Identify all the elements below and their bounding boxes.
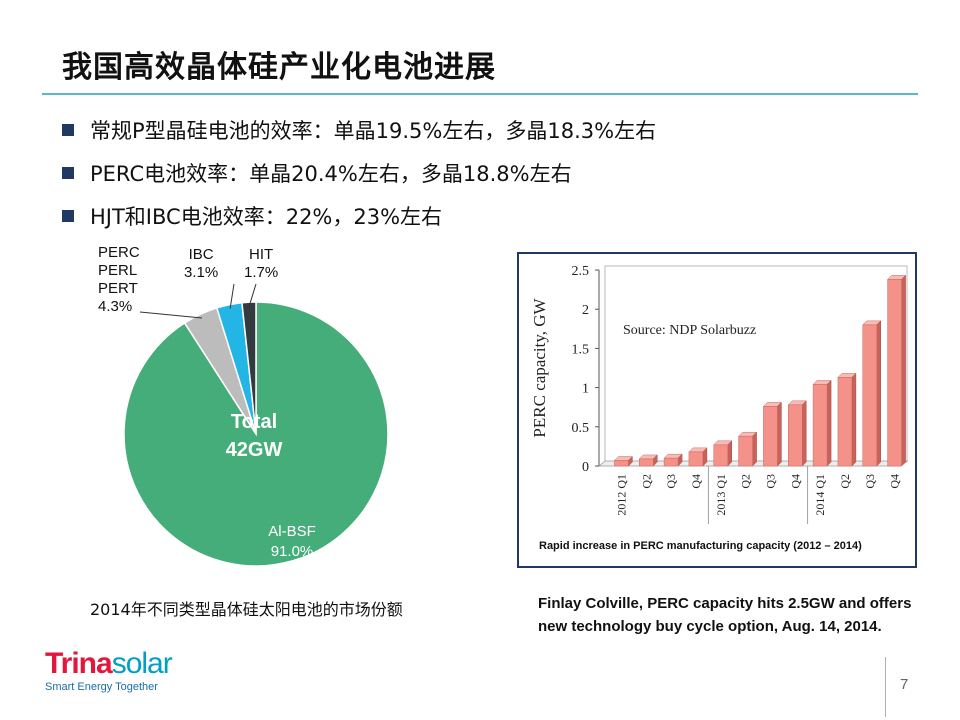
reference-line-2: new technology buy cycle option, Aug. 14…: [538, 618, 882, 635]
y-axis-label: PERC capacity, GW: [530, 297, 549, 437]
y-tick-label: 1: [582, 382, 589, 397]
square-bullet-icon: [62, 209, 74, 222]
chart-source-annotation: Source: NDP Solarbuzz: [623, 323, 756, 338]
pie-slice-hit: [241, 301, 257, 435]
pie-leader-line: [248, 283, 257, 307]
pie-label-line: 3.1%: [184, 264, 219, 281]
pie-label-ibc: IBC 3.1%: [184, 246, 218, 282]
y-tick-label: 2.5: [572, 264, 590, 279]
pie-slice-al-bsf: [123, 301, 389, 567]
pie-label-line: 1.7%: [244, 264, 279, 281]
trinasolar-logo: Trinasolar Smart Energy Together: [45, 647, 173, 694]
x-tick-label: 2013 Q1: [714, 474, 728, 516]
pie-label-line: IBC: [188, 246, 214, 263]
bar-chart-caption: Rapid increase in PERC manufacturing cap…: [539, 540, 862, 552]
perc-capacity-chart-frame: 0 0.5 1 1.5 2 2.5 PERC capacity, GW Source: NDP…: [517, 252, 917, 568]
y-tick-label: 1.5: [572, 342, 590, 357]
pie-label-line: PERC: [98, 244, 140, 261]
pie-label-line: HIT: [249, 246, 274, 263]
pie-leader-line: [229, 283, 235, 309]
bar: [713, 440, 733, 467]
pie-chart-svg: Total 42GW Al-BSF 91.0%: [123, 283, 389, 567]
reference-line-1: Finlay Colville, PERC capacity hits 2.5G…: [538, 595, 912, 612]
pie-label-line: PERT: [98, 280, 138, 297]
page-number-divider: [885, 657, 886, 717]
market-share-pie-chart: Total 42GW Al-BSF 91.0% PERC PERL PERT 4.3% IB…: [88, 236, 418, 586]
bullet-item: 常规P型晶硅电池的效率：单晶19.5%左右，多晶18.3%左右: [62, 108, 922, 151]
x-tick-label: Q3: [763, 474, 777, 489]
square-bullet-icon: [62, 123, 74, 136]
x-tick-label: Q3: [863, 474, 877, 489]
bullet-item: PERC电池效率：单晶20.4%左右，多晶18.8%左右: [62, 151, 922, 194]
bar-chart-svg: 0 0.5 1 1.5 2 2.5 PERC capacity, GW Source: NDP…: [530, 264, 909, 524]
pie-center-label-value: 42GW: [226, 439, 283, 461]
logo-brand-part1: Trina: [45, 647, 113, 680]
bar: [737, 431, 758, 467]
square-bullet-icon: [62, 166, 74, 179]
x-tick-label: Q4: [888, 474, 902, 489]
bar: [862, 320, 882, 467]
x-tick-label: Q2: [639, 474, 653, 489]
x-tick-label: Q3: [664, 474, 678, 489]
bar: [638, 454, 658, 467]
y-tick-label: 2: [582, 303, 589, 318]
pie-label-hit: HIT 1.7%: [244, 246, 278, 282]
x-tick-label: 2012 Q1: [614, 474, 628, 516]
title-divider: [42, 93, 918, 95]
x-tick-label: 2014 Q1: [813, 474, 827, 516]
x-tick-label: Q4: [689, 474, 703, 489]
bar: [688, 447, 708, 467]
bullet-text: HJT和IBC电池效率：22%，23%左右: [90, 204, 443, 229]
pie-leader-line: [139, 311, 202, 319]
bar: [787, 400, 807, 467]
x-tick-label: Q2: [739, 474, 753, 489]
bullet-list: 常规P型晶硅电池的效率：单晶19.5%左右，多晶18.3%左右 PERC电池效率…: [62, 108, 922, 237]
x-tick-label: Q2: [838, 474, 852, 489]
x-tick-label: Q4: [788, 474, 802, 489]
pie-caption: 2014年不同类型晶体硅太阳电池的市场份额: [90, 600, 403, 619]
y-tick-label: 0: [582, 460, 589, 475]
bar: [663, 453, 683, 467]
bullet-text: PERC电池效率：单晶20.4%左右，多晶18.8%左右: [90, 161, 572, 186]
page-number: 7: [900, 676, 909, 693]
bar: [613, 455, 634, 467]
slide-title: 我国高效晶体硅产业化电池进展: [62, 50, 496, 85]
bullet-item: HJT和IBC电池效率：22%，23%左右: [62, 194, 922, 237]
pie-label-line: PERL: [98, 262, 138, 279]
bar: [762, 401, 783, 467]
logo-tagline: Smart Energy Together: [45, 681, 158, 693]
pie-label-al-bsf-value: 91.0%: [271, 543, 314, 560]
reference-citation: Finlay Colville, PERC capacity hits 2.5G…: [538, 592, 911, 638]
pie-label-line: 4.3%: [98, 298, 133, 315]
pie-label-perc: PERC PERL PERT 4.3%: [98, 244, 140, 316]
bullet-text: 常规P型晶硅电池的效率：单晶19.5%左右，多晶18.3%左右: [90, 118, 657, 143]
y-tick-label: 0.5: [572, 421, 590, 436]
pie-label-al-bsf-name: Al-BSF: [268, 523, 316, 540]
pie-center-label-title: Total: [231, 411, 277, 433]
bar: [812, 379, 832, 467]
logo-brand-part2: solar: [111, 647, 173, 680]
bar: [886, 274, 907, 467]
bar: [837, 372, 857, 467]
